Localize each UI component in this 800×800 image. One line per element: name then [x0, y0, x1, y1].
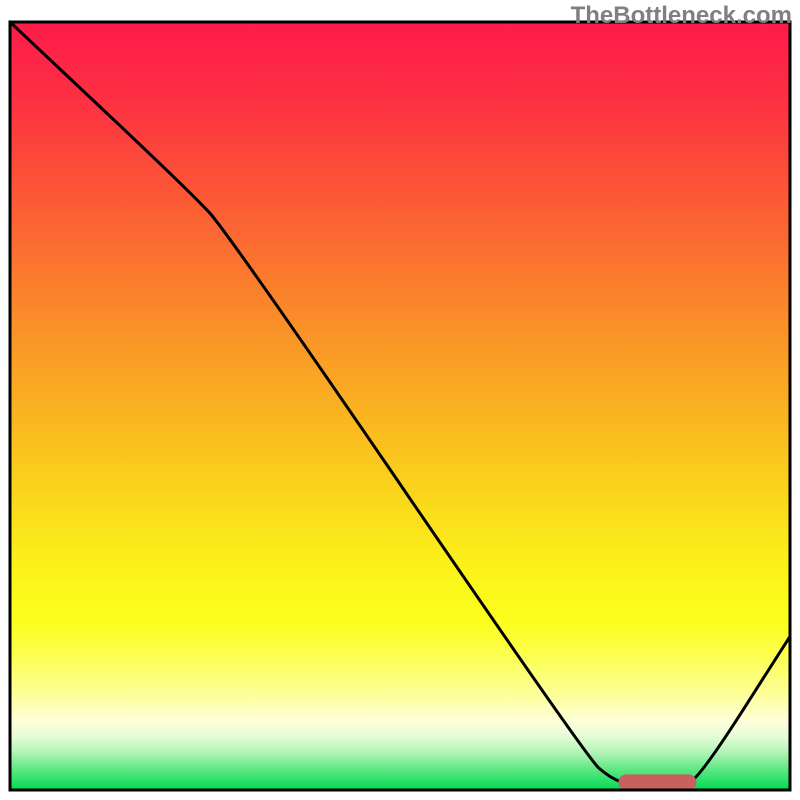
watermark-text: TheBottleneck.com — [571, 2, 792, 30]
bottleneck-chart — [0, 0, 800, 800]
chart-container: TheBottleneck.com — [0, 0, 800, 800]
plot-background — [10, 22, 790, 790]
optimal-range-marker — [618, 774, 696, 790]
